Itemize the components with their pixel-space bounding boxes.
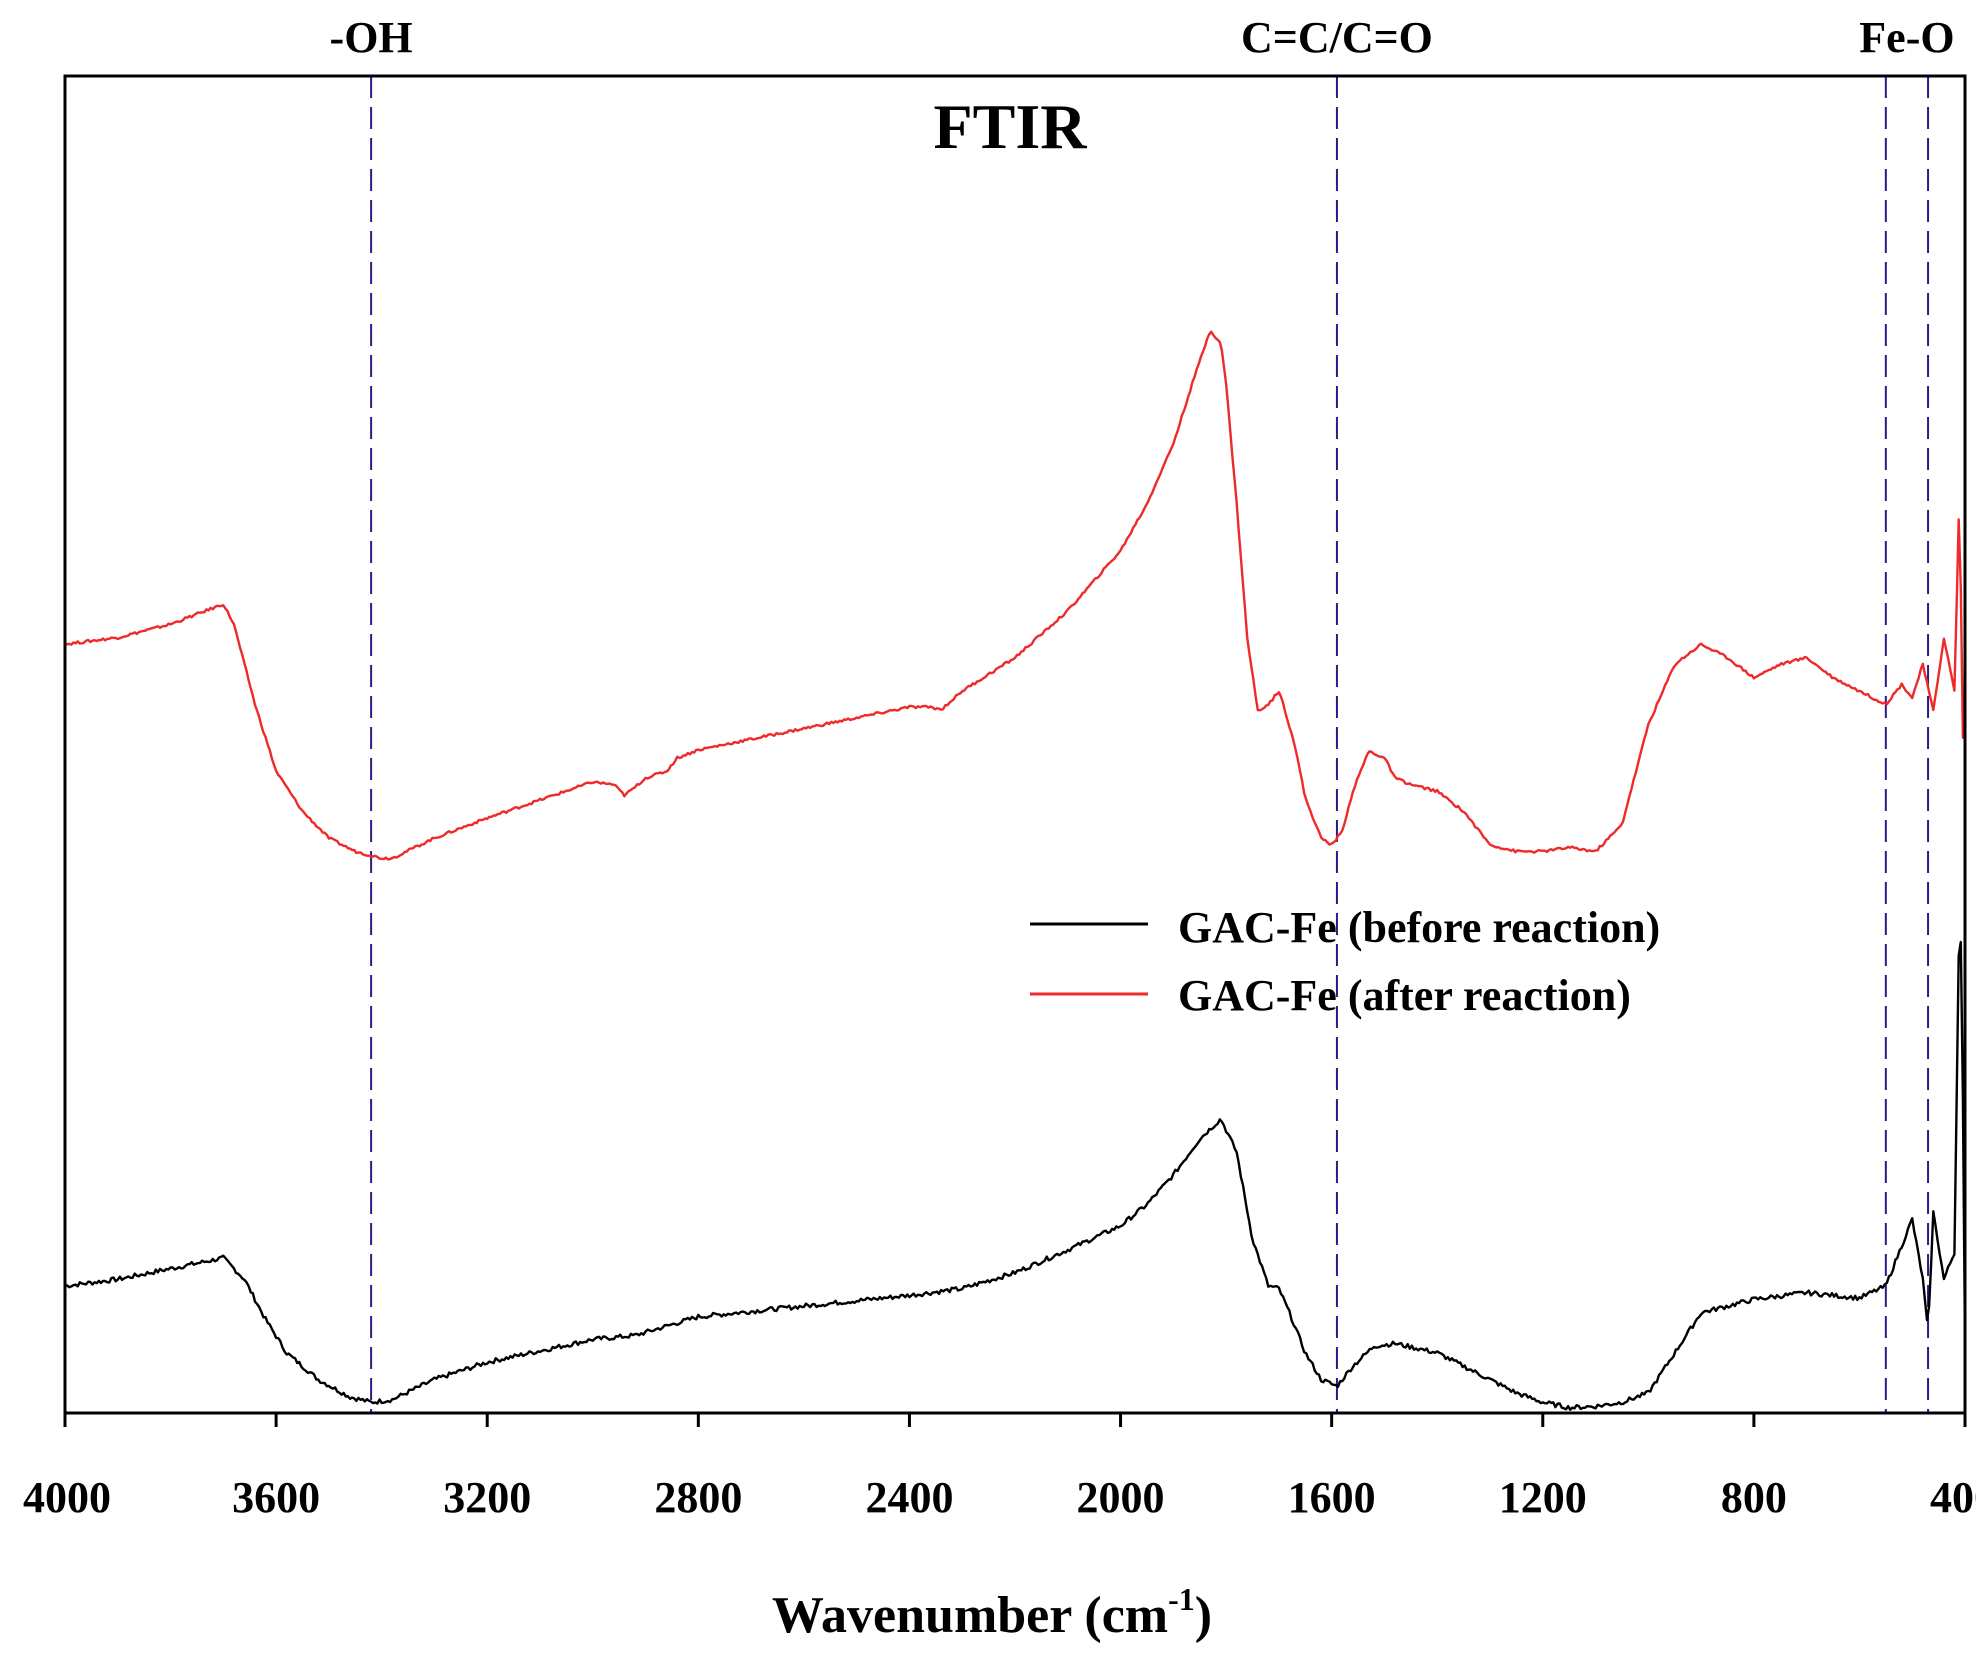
- x-axis-label-superscript: -1: [1168, 1581, 1195, 1617]
- series-line-0: [64, 940, 1967, 1411]
- chart-title: FTIR: [934, 91, 1088, 162]
- x-tick-label-4000: 4000: [23, 1473, 111, 1522]
- x-tick-label-400: 400: [1930, 1473, 1976, 1522]
- legend: GAC-Fe (before reaction) GAC-Fe (after r…: [1030, 903, 1660, 1020]
- plot-frame: [63, 74, 1967, 1415]
- series-line-1: [64, 330, 1967, 861]
- x-tick-label-2800: 2800: [654, 1473, 742, 1522]
- x-axis-label: Wavenumber (cm-1): [772, 1581, 1212, 1644]
- annotation-label-2: Fe-O: [1859, 13, 1954, 62]
- legend-label-after: GAC-Fe (after reaction): [1178, 971, 1631, 1020]
- x-tick-label-3200: 3200: [443, 1473, 531, 1522]
- x-tick-label-1600: 1600: [1288, 1473, 1376, 1522]
- x-axis-label-suffix: ): [1195, 1587, 1212, 1644]
- legend-label-before: GAC-Fe (before reaction): [1178, 903, 1660, 952]
- x-tick-label-2000: 2000: [1077, 1473, 1165, 1522]
- x-tick-label-800: 800: [1721, 1473, 1787, 1522]
- annotation-labels: -OH C=C/C=O Fe-O: [330, 13, 1955, 62]
- annotation-label-1: C=C/C=O: [1241, 13, 1433, 62]
- x-axis-ticks: 4000 3600 3200 2800 2400 2000 1600 1200 800 400: [23, 1413, 1976, 1522]
- x-tick-label-2400: 2400: [865, 1473, 953, 1522]
- x-tick-label-3600: 3600: [232, 1473, 320, 1522]
- annotation-lines: [370, 76, 1930, 1413]
- x-tick-label-1200: 1200: [1499, 1473, 1587, 1522]
- x-axis-label-main: Wavenumber (cm: [772, 1587, 1168, 1644]
- annotation-label-0: -OH: [330, 13, 413, 62]
- series-layer: [64, 330, 1967, 1411]
